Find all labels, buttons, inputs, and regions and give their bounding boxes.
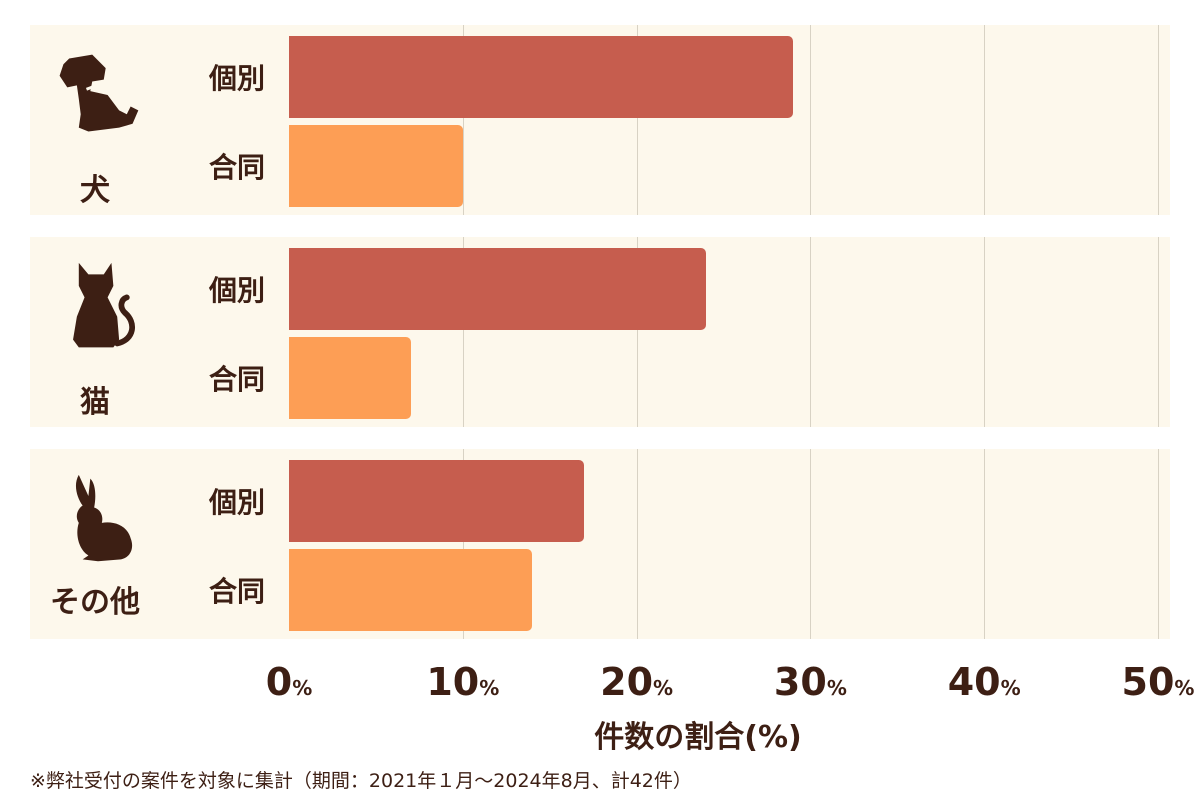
tick-number: 30 [773,660,827,704]
bar-0-1 [289,125,463,207]
gridline [810,449,812,639]
rabbit-icon [50,471,146,571]
gridline [984,25,986,215]
category-label: 犬 [80,173,110,208]
bar-2-1 [289,549,533,631]
x-tick-label: 50% [1122,660,1195,704]
x-tick-label: 40% [948,660,1021,704]
bar-0-0 [289,36,794,118]
dog-icon [50,47,146,147]
tick-number: 0 [265,660,293,704]
gridline [462,25,464,215]
tick-unit: % [292,676,313,700]
x-tick-label: 30% [774,660,847,704]
gridline [984,449,986,639]
gridline [1158,25,1159,215]
series-label: 合同 [208,363,265,396]
gridline [462,449,464,639]
gridline [636,25,638,215]
bar-1-1 [289,337,411,419]
x-tick-label: 0% [266,660,313,704]
footnote: ※弊社受付の案件を対象に集計（期間：2021年１月〜2024年8月、計42件） [30,770,692,792]
series-label: 合同 [208,575,265,608]
tick-unit: % [479,676,500,700]
group-panel-1: 猫 個別合同 [30,237,1170,427]
gridline [810,237,812,427]
tick-number: 20 [600,660,654,704]
tick-unit: % [653,676,674,700]
gridline [810,25,812,215]
group-panel-2: その他 個別合同 [30,449,1170,639]
gridline [1158,237,1159,427]
x-axis-label: 件数の割合(%) [594,720,802,755]
gridline [636,449,638,639]
gridline [984,237,986,427]
series-label: 合同 [208,151,265,184]
series-label: 個別 [208,62,265,95]
series-label: 個別 [208,486,265,519]
category-label: 猫 [80,385,110,420]
bar-2-0 [289,460,585,542]
tick-number: 10 [426,660,480,704]
tick-number: 50 [1121,660,1175,704]
gridline [462,237,464,427]
tick-number: 40 [947,660,1001,704]
tick-unit: % [1174,676,1195,700]
group-panel-0: 犬 個別合同 [30,25,1170,215]
tick-unit: % [826,676,847,700]
tick-unit: % [1000,676,1021,700]
bar-1-0 [289,248,707,330]
gridline [1158,449,1159,639]
x-tick-label: 20% [600,660,673,704]
gridline [636,237,638,427]
series-label: 個別 [208,274,265,307]
x-tick-label: 10% [426,660,499,704]
category-label: その他 [50,585,140,620]
cat-icon [50,259,146,359]
